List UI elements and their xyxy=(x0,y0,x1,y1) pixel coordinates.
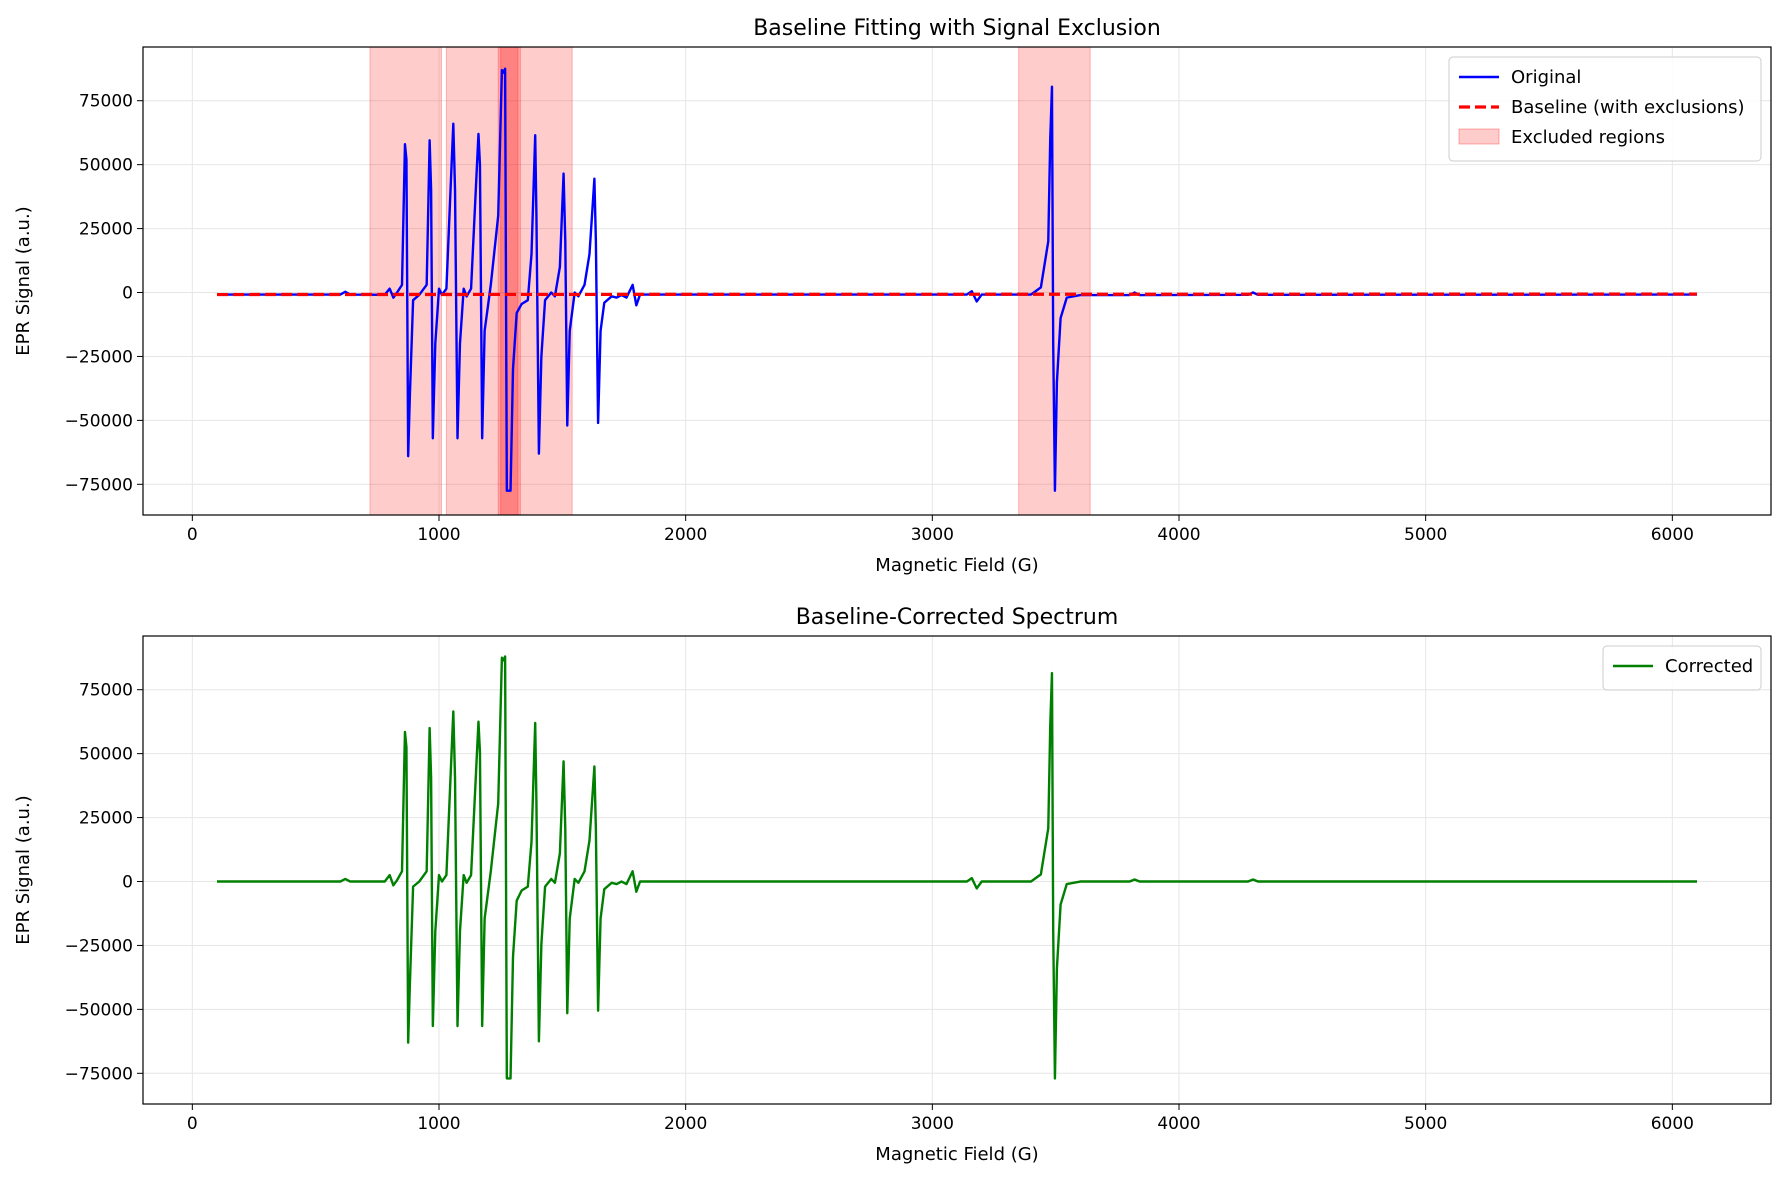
legend-label-excluded-regions: Excluded regions xyxy=(1511,127,1665,148)
x-tick-label: 1000 xyxy=(417,525,460,545)
legend-label-corrected: Corrected xyxy=(1665,656,1753,677)
y-tick-label: −25000 xyxy=(65,347,133,367)
legend-frame xyxy=(1448,56,1762,162)
x-tick-label: 3000 xyxy=(911,1114,954,1134)
axes-frame xyxy=(142,635,1772,1105)
x-tick-label: 2000 xyxy=(664,1114,707,1134)
y-tick-label: −50000 xyxy=(65,411,133,431)
legend-label-original: Original xyxy=(1511,67,1581,88)
y-tick-label: 25000 xyxy=(79,220,133,240)
y-tick-label: 0 xyxy=(122,873,133,893)
x-axis-label: Magnetic Field (G) xyxy=(875,1144,1038,1165)
y-tick-label: 75000 xyxy=(79,92,133,112)
series-corrected xyxy=(217,655,1697,1080)
y-axis-label: EPR Signal (a.u.) xyxy=(13,795,34,944)
legend: Corrected xyxy=(1602,645,1762,691)
x-tick-label: 1000 xyxy=(417,1114,460,1134)
y-tick-label: −25000 xyxy=(65,936,133,956)
y-axis-label: EPR Signal (a.u.) xyxy=(13,206,34,355)
y-tick-label: 0 xyxy=(122,284,133,304)
x-tick-label: 3000 xyxy=(911,525,954,545)
y-tick-label: 25000 xyxy=(79,809,133,829)
chart-title: Baseline-Corrected Spectrum xyxy=(796,605,1119,630)
plot-area xyxy=(216,47,1698,515)
y-tick-label: −75000 xyxy=(65,475,133,495)
legend-swatch-excluded-regions xyxy=(1458,128,1500,145)
plot-area xyxy=(217,655,1697,1080)
series-original xyxy=(217,67,1698,492)
x-tick-label: 6000 xyxy=(1651,1114,1694,1134)
x-tick-label: 5000 xyxy=(1404,1114,1447,1134)
chart-title: Baseline Fitting with Signal Exclusion xyxy=(753,16,1161,41)
series-baseline-with-exclusions xyxy=(216,292,1698,297)
legend: Original Baseline (with exclusions) Exclud… xyxy=(1448,56,1762,162)
y-tick-label: −75000 xyxy=(65,1064,133,1084)
x-tick-label: 0 xyxy=(187,525,198,545)
x-tick-label: 6000 xyxy=(1651,525,1694,545)
x-tick-label: 4000 xyxy=(1157,1114,1200,1134)
x-axis-label: Magnetic Field (G) xyxy=(875,555,1038,576)
x-tick-label: 4000 xyxy=(1157,525,1200,545)
x-tick-label: 5000 xyxy=(1404,525,1447,545)
y-tick-label: 50000 xyxy=(79,156,133,176)
legend-frame xyxy=(1602,645,1762,691)
axes-frame xyxy=(142,46,1772,516)
x-tick-label: 2000 xyxy=(664,525,707,545)
excluded-region xyxy=(497,47,521,515)
chart-2: 0 1000 2000 3000 4000 5000 6000 −75000 −50000 −25… xyxy=(13,605,1772,1165)
chart-1: 0 1000 2000 3000 4000 5000 6000 −75000 −50000 −25… xyxy=(13,16,1772,576)
y-tick-label: 50000 xyxy=(79,745,133,765)
y-tick-label: −50000 xyxy=(65,1000,133,1020)
excluded-region xyxy=(369,47,442,515)
legend-label-baseline-with-exclusions: Baseline (with exclusions) xyxy=(1511,97,1745,118)
y-tick-label: 75000 xyxy=(79,681,133,701)
x-tick-label: 0 xyxy=(187,1114,198,1134)
